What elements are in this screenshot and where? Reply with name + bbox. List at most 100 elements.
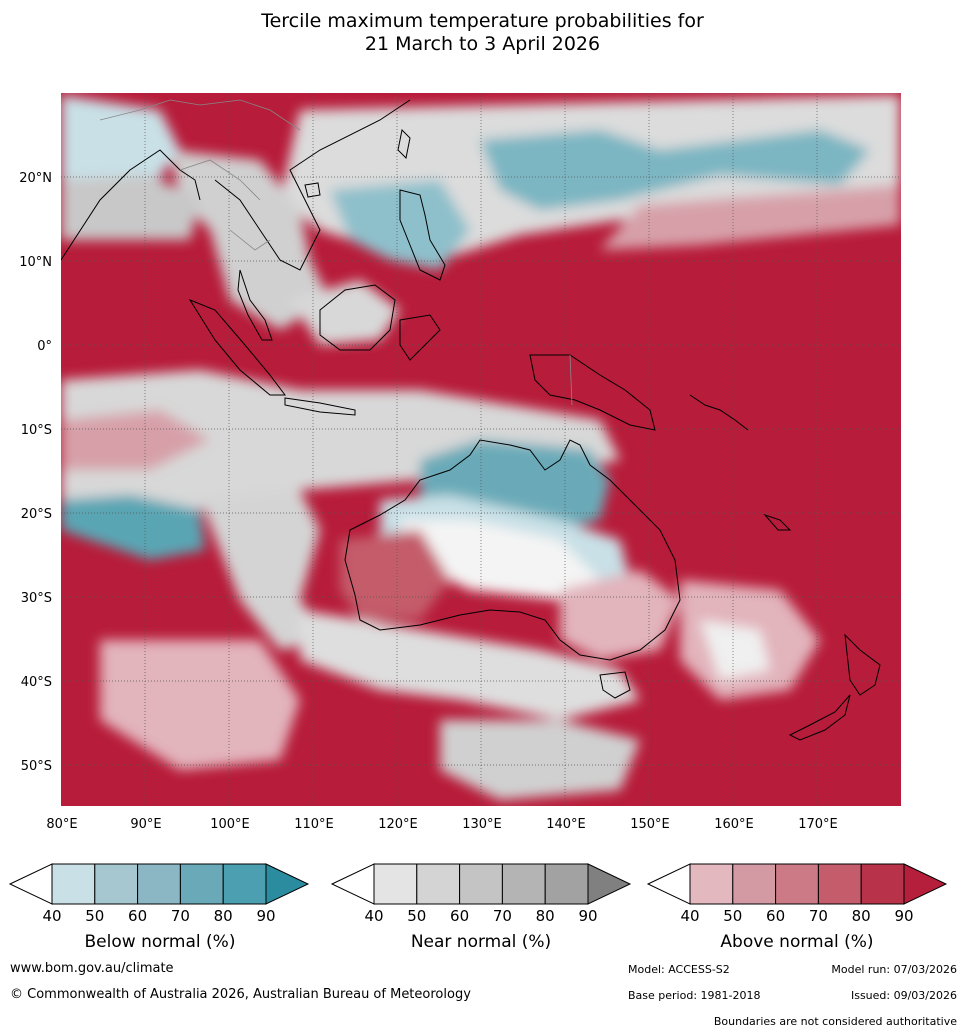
colorbar-tick-label: 90 xyxy=(256,907,275,925)
colorbar-label-above: Above normal (%) xyxy=(720,932,874,952)
lat-label: 20°S xyxy=(21,507,52,522)
colorbar-segment xyxy=(501,863,546,905)
new-zealand-south xyxy=(788,694,851,741)
colorbar-tick-label: 70 xyxy=(809,907,828,925)
colorbar-tick-label: 40 xyxy=(680,907,699,925)
lat-label: 30°S xyxy=(21,591,52,606)
colorbar-tick-label: 40 xyxy=(42,907,61,925)
colorbar-extend-high xyxy=(903,863,948,905)
new-caledonia-coast xyxy=(763,513,792,531)
colorbar-segment xyxy=(732,863,777,905)
java-coast xyxy=(284,397,356,416)
new-zealand-north xyxy=(844,633,881,696)
probability-map: 20°N 10°N 0° 10°S 20°S 30°S 40°S 50°S 80… xyxy=(19,93,901,832)
colorbar-tick-label: 60 xyxy=(450,907,469,925)
colorbar-tick-label: 70 xyxy=(171,907,190,925)
colorbar-tick-label: 40 xyxy=(364,907,383,925)
colorbar-segment xyxy=(179,863,224,905)
lat-label: 50°S xyxy=(21,759,52,774)
western-australia-above xyxy=(340,530,450,620)
lat-label: 10°N xyxy=(19,255,52,270)
colorbar-segment xyxy=(51,863,96,905)
footer-disclaimer: Boundaries are not considered authoritat… xyxy=(713,1015,957,1028)
probability-shading xyxy=(61,95,900,800)
colorbar-tick-label: 50 xyxy=(407,907,426,925)
colorbar-segment xyxy=(775,863,819,905)
longitude-labels: 80°E 90°E 100°E 110°E 120°E 130°E 140°E … xyxy=(46,817,837,832)
indian-ocean-near-normal-2 xyxy=(200,490,330,650)
indian-ocean-below-patch xyxy=(61,495,205,560)
colorbar-segment xyxy=(459,863,503,905)
colorbar-extend-low xyxy=(8,863,53,905)
colorbar-segment xyxy=(689,863,734,905)
lon-label: 130°E xyxy=(462,817,502,832)
colorbar-tick-label: 90 xyxy=(578,907,597,925)
country-borders xyxy=(99,99,573,406)
colorbar-extend-high xyxy=(265,863,310,905)
footer-issued: Issued: 09/03/2026 xyxy=(850,989,957,1002)
southeast-australia-pink xyxy=(560,570,680,660)
colorbar-tick-label: 60 xyxy=(766,907,785,925)
hainan-coast xyxy=(304,182,321,198)
lon-label: 170°E xyxy=(798,817,838,832)
colorbar-near-normal: 40 50 60 70 80 90 xyxy=(330,863,632,925)
colorbar-extend-high xyxy=(587,863,632,905)
colorbar-extend-low xyxy=(646,863,691,905)
lon-label: 100°E xyxy=(210,817,250,832)
southern-ocean-near-normal xyxy=(300,610,640,720)
north-pink-band xyxy=(600,185,900,250)
latitude-labels: 20°N 10°N 0° 10°S 20°S 30°S 40°S 50°S xyxy=(19,171,52,774)
tasman-white xyxy=(700,620,770,680)
lat-label: 20°N xyxy=(19,171,52,186)
title-line-2: 21 March to 3 April 2026 xyxy=(364,33,601,55)
colorbar-above-normal: 40 50 60 70 80 90 xyxy=(646,863,948,925)
colorbar-segment xyxy=(860,863,905,905)
indochina-near-normal xyxy=(170,150,330,330)
lon-label: 120°E xyxy=(378,817,418,832)
chart-title: Tercile maximum temperature probabilitie… xyxy=(0,10,965,56)
colorbar-tick-label: 80 xyxy=(214,907,233,925)
southern-ocean-mixed xyxy=(100,640,300,770)
colorbar-tick-label: 80 xyxy=(852,907,871,925)
lon-label: 80°E xyxy=(46,817,77,832)
graticule xyxy=(61,93,901,806)
mixed-pink-band xyxy=(61,410,210,470)
lon-label: 150°E xyxy=(630,817,670,832)
colorbar-segment xyxy=(416,863,461,905)
taiwan-coast xyxy=(397,128,411,160)
lon-label: 90°E xyxy=(130,817,161,832)
footer-model: Model: ACCESS-S2 xyxy=(628,963,730,976)
colorbar-below-normal: 40 50 60 70 80 90 xyxy=(8,863,310,925)
southern-ocean-near-2 xyxy=(440,720,640,800)
colorbar-tick-label: 90 xyxy=(894,907,913,925)
footer-base-period: Base period: 1981-2018 xyxy=(628,989,761,1002)
colorbar-segment xyxy=(222,863,267,905)
colorbar-tick-label: 70 xyxy=(493,907,512,925)
new-guinea-coast xyxy=(529,354,656,431)
colorbar-tick-label: 60 xyxy=(128,907,147,925)
malay-peninsula-coast xyxy=(237,269,273,341)
philippines-coast xyxy=(399,189,446,281)
map-field xyxy=(61,93,901,806)
colorbar-segment xyxy=(817,863,862,905)
coastlines xyxy=(61,99,881,741)
colorbar-segment xyxy=(94,863,139,905)
australia-coast xyxy=(344,439,681,661)
sulawesi-coast xyxy=(399,314,441,361)
footer-url[interactable]: www.bom.gov.au/climate xyxy=(10,961,174,976)
lon-label: 140°E xyxy=(546,817,586,832)
india-near-normal xyxy=(61,175,200,240)
footer-copyright: © Commonwealth of Australia 2026, Austra… xyxy=(10,987,471,1002)
lon-label: 160°E xyxy=(714,817,754,832)
lat-label: 10°S xyxy=(21,423,52,438)
colorbar-label-below: Below normal (%) xyxy=(84,932,236,952)
colorbar-segment xyxy=(137,863,181,905)
sumatra-coast xyxy=(188,298,286,396)
colorbar-extend-low xyxy=(330,863,375,905)
footer-model-run: Model run: 07/03/2026 xyxy=(831,963,957,976)
india-coast xyxy=(61,149,201,261)
lat-label: 0° xyxy=(37,339,52,354)
colorbar-label-near: Near normal (%) xyxy=(410,932,552,952)
colorbar-tick-label: 50 xyxy=(85,907,104,925)
colorbar-tick-label: 50 xyxy=(723,907,742,925)
